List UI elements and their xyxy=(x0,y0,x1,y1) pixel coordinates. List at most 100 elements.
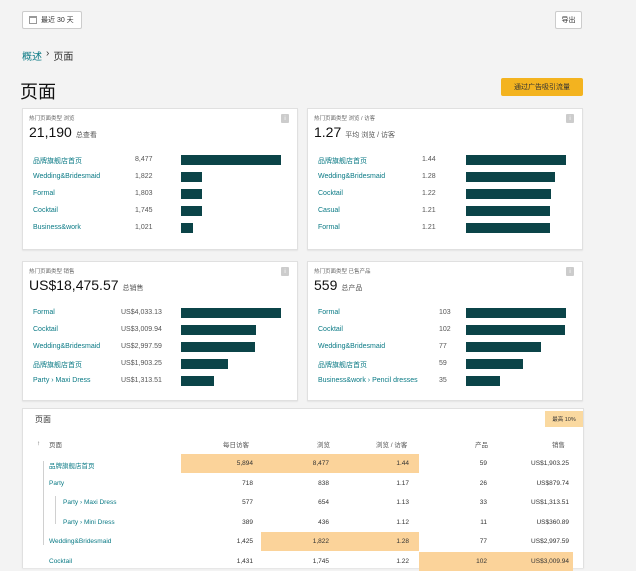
row-page-link[interactable]: Party › Maxi Dress xyxy=(63,499,117,506)
bar-mark xyxy=(181,325,256,335)
bar-mark xyxy=(181,155,281,165)
row-sales: US$1,313.51 xyxy=(531,499,569,506)
bar-value: US$1,903.25 xyxy=(121,360,162,367)
bar-value: 8,477 xyxy=(135,156,153,163)
bar-mark xyxy=(181,342,256,352)
bar-label[interactable]: Wedding&Bridesmaid xyxy=(33,173,101,180)
card-label: 热门页面类型 浏览 xyxy=(29,116,75,122)
row-products: 33 xyxy=(479,499,487,506)
bar-label[interactable]: Business&work xyxy=(33,224,81,231)
column-header-products[interactable]: 产品 xyxy=(475,442,488,449)
row-ratio: 1.28 xyxy=(396,538,409,545)
column-header-visitors[interactable]: 每日访客 xyxy=(223,442,249,449)
bar-value: US$3,009.94 xyxy=(121,326,162,333)
row-products: 26 xyxy=(479,479,487,487)
card-views-per-visitor: 热门页面类型 浏览 / 访客 i 1.27 平均 浏览 / 访客 品牌旗舰店首页… xyxy=(307,108,583,250)
bar-mark xyxy=(466,376,500,386)
row-page-link[interactable]: Wedding&Bridesmaid xyxy=(49,538,112,545)
info-icon[interactable]: i xyxy=(566,267,574,276)
bar-label[interactable]: Wedding&Bridesmaid xyxy=(318,173,386,180)
row-visitors: 718 xyxy=(242,479,253,487)
bar-label[interactable]: Wedding&Bridesmaid xyxy=(33,343,101,350)
bar-value: 1.21 xyxy=(422,207,436,214)
bar-mark xyxy=(181,189,203,199)
breadcrumb-separator: › xyxy=(46,48,50,59)
row-views: 1,745 xyxy=(312,557,329,565)
bar-value: 103 xyxy=(439,309,451,316)
row-views: 436 xyxy=(318,518,329,526)
bar-value: 1.21 xyxy=(422,224,436,231)
bar-label[interactable]: Formal xyxy=(318,224,340,231)
row-page-link[interactable]: Party xyxy=(49,479,65,487)
bar-value: 1,803 xyxy=(135,190,153,197)
metric-caption: 总查看 xyxy=(75,132,97,139)
metric-value: 1.27 xyxy=(314,124,342,140)
row-products: 11 xyxy=(480,518,487,526)
bar-mark xyxy=(181,308,281,318)
column-header-views-per-visitor[interactable]: 浏览 / 访客 xyxy=(376,442,408,449)
bar-mark xyxy=(181,206,202,216)
bar-value: 77 xyxy=(439,343,447,350)
bar-label[interactable]: Business&work › Pencil dresses xyxy=(318,377,418,384)
bar-label[interactable]: 品牌旗舰店首页 xyxy=(33,362,82,369)
bar-value: 1,822 xyxy=(135,173,153,180)
info-icon[interactable]: i xyxy=(281,267,289,276)
bar-mark xyxy=(466,206,551,216)
bar-mark xyxy=(181,172,203,182)
breadcrumb-overview-link[interactable]: 概述 xyxy=(22,52,42,63)
bar-label[interactable]: Party › Maxi Dress xyxy=(33,377,91,384)
table-header: ↑ 页面 每日访客 浏览 浏览 / 访客 产品 销售 xyxy=(23,439,583,451)
metric-caption: 总产品 xyxy=(341,285,363,292)
bar-mark xyxy=(181,359,229,369)
row-visitors: 1,425 xyxy=(236,538,253,545)
bar-label[interactable]: Formal xyxy=(33,190,55,197)
bar-label[interactable]: Cocktail xyxy=(318,190,343,197)
column-header-views[interactable]: 浏览 xyxy=(317,442,330,449)
bar-row: Wedding&Bridesmaid 77 xyxy=(318,342,572,359)
page-title: 页面 xyxy=(20,82,56,102)
bar-row: 品牌旗舰店首页 59 xyxy=(318,359,572,376)
metric-caption: 平均 浏览 / 访客 xyxy=(345,132,396,139)
date-range-label: 最近 30 天 xyxy=(41,17,74,24)
bar-value: 1.22 xyxy=(422,190,436,197)
bar-row: 品牌旗舰店首页 8,477 xyxy=(33,155,287,172)
row-ratio: 1.22 xyxy=(396,557,409,565)
table-row: Party › Mini Dress 389 436 1.12 11 US$360.89 xyxy=(23,513,583,532)
row-page-link[interactable]: Cocktail xyxy=(49,557,73,565)
drive-traffic-button[interactable]: 通过广告吸引流量 xyxy=(501,78,583,96)
breadcrumb: 概述 › 页面 xyxy=(22,48,73,63)
bar-label[interactable]: Cocktail xyxy=(318,326,343,333)
bar-label[interactable]: Cocktail xyxy=(33,207,58,214)
table-row: Wedding&Bridesmaid 1,425 1,822 1.28 77 US$2,9… xyxy=(23,532,583,551)
bar-value: 1.28 xyxy=(422,173,436,180)
row-views: 1,822 xyxy=(312,538,329,545)
bar-label[interactable]: Wedding&Bridesmaid xyxy=(318,343,386,350)
card-top-sales: 热门页面类型 销售 i US$18,475.57 总销售 Formal US$4,… xyxy=(22,261,298,401)
table-title: 页面 xyxy=(35,415,51,424)
bar-label[interactable]: 品牌旗舰店首页 xyxy=(33,158,82,165)
sort-up-arrow-icon[interactable]: ↑ xyxy=(37,440,41,447)
info-icon[interactable]: i xyxy=(566,114,574,123)
row-sales: US$3,009.94 xyxy=(531,557,569,565)
bar-label[interactable]: Formal xyxy=(318,309,340,316)
card-products-sold: 热门页面类型 已售产品 i 559 总产品 Formal 103 Cocktail 1… xyxy=(307,261,583,401)
bar-row: Business&work 1,021 xyxy=(33,223,287,240)
row-page-link[interactable]: Party › Mini Dress xyxy=(63,518,115,526)
bar-label[interactable]: Formal xyxy=(33,309,55,316)
date-range-button[interactable]: 最近 30 天 xyxy=(22,11,82,29)
export-button[interactable]: 导出 xyxy=(555,11,582,29)
bar-label[interactable]: Cocktail xyxy=(33,326,58,333)
bar-row: Wedding&Bridesmaid US$2,997.59 xyxy=(33,342,287,359)
bar-mark xyxy=(181,223,194,233)
column-header-sales[interactable]: 销售 xyxy=(552,442,565,449)
info-icon[interactable]: i xyxy=(281,114,289,123)
bar-mark xyxy=(466,359,524,369)
row-page-link[interactable]: 品牌旗舰店首页 xyxy=(49,463,95,470)
column-header-page[interactable]: 页面 xyxy=(49,442,62,449)
bar-label[interactable]: 品牌旗舰店首页 xyxy=(318,158,367,165)
bar-row: Party › Maxi Dress US$1,313.51 xyxy=(33,376,287,393)
bar-row: Formal US$4,033.13 xyxy=(33,308,287,325)
bar-label[interactable]: Casual xyxy=(318,207,340,214)
bar-label[interactable]: 品牌旗舰店首页 xyxy=(318,362,367,369)
row-products: 102 xyxy=(476,557,487,565)
